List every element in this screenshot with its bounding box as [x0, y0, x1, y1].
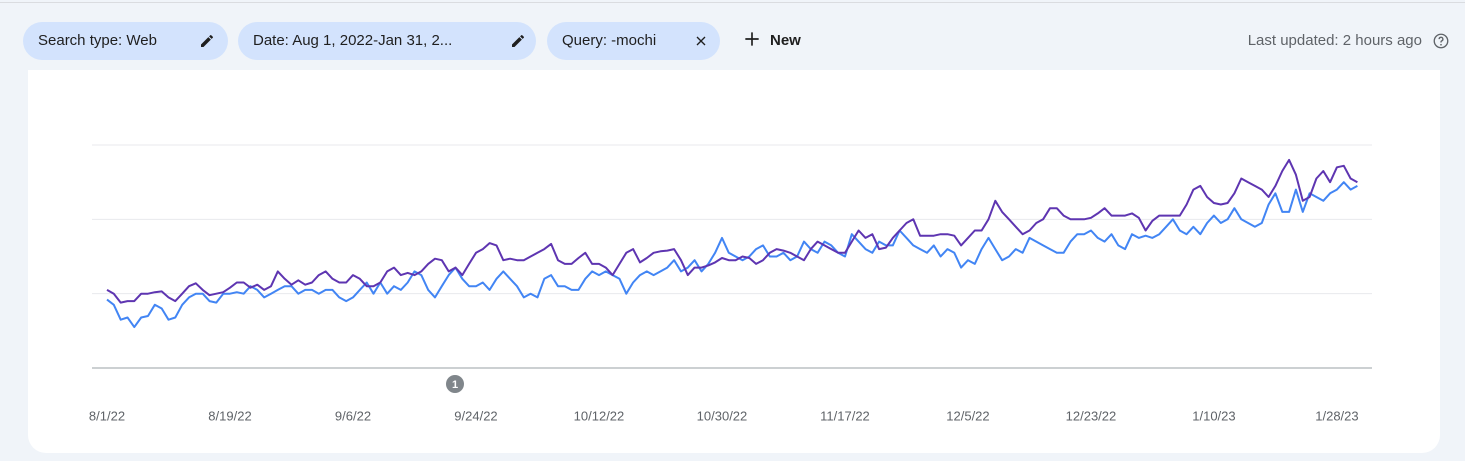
x-tick-label: 10/12/22 — [574, 408, 625, 423]
annotation-marker — [446, 375, 464, 393]
x-tick-label: 8/19/22 — [208, 408, 251, 423]
new-label: New — [770, 32, 801, 49]
series-line — [106, 158, 1358, 304]
help-icon[interactable] — [1432, 32, 1450, 50]
x-tick-label: 1/28/23 — [1315, 408, 1358, 423]
plus-icon — [745, 32, 759, 46]
filter-chip[interactable]: Search type: Web — [23, 22, 228, 60]
chip-label: Search type: Web — [38, 32, 157, 49]
x-tick-label: 12/23/22 — [1066, 408, 1117, 423]
chip-label: Date: Aug 1, 2022-Jan 31, 2... — [253, 32, 453, 49]
filter-chip[interactable]: Query: -mochi — [547, 22, 720, 60]
x-tick-label: 11/17/22 — [820, 408, 870, 423]
chart: 8/1/22 8/19/22 9/6/22 9/24/22 10/12/22 10/30/… — [89, 144, 1372, 423]
x-tick-label: 12/5/22 — [946, 408, 989, 423]
x-tick-label: 10/30/22 — [697, 408, 748, 423]
x-tick-label: 9/24/22 — [454, 408, 497, 423]
divider — [0, 2, 1465, 3]
x-tick-label: 9/6/22 — [335, 408, 371, 423]
x-tick-label: 8/1/22 — [89, 408, 125, 423]
x-tick-label: 1/10/23 — [1192, 408, 1235, 423]
series-line — [106, 181, 1358, 329]
last-updated: Last updated: 2 hours ago — [1247, 32, 1422, 49]
annotation-label: 1 — [452, 379, 458, 391]
edit-icon — [201, 34, 213, 47]
chip-label: Query: -mochi — [562, 32, 657, 49]
new-filter-button[interactable]: New — [742, 22, 801, 60]
filter-bar: Search type: Web Date: Aug 1, 2022-Jan 3… — [0, 0, 1465, 70]
filter-chip[interactable]: Date: Aug 1, 2022-Jan 31, 2... — [238, 22, 536, 60]
close-icon[interactable] — [693, 33, 709, 49]
chart-card: 8/1/22 8/19/22 9/6/22 9/24/22 10/12/22 10/30/… — [28, 70, 1440, 453]
edit-icon — [512, 34, 524, 47]
